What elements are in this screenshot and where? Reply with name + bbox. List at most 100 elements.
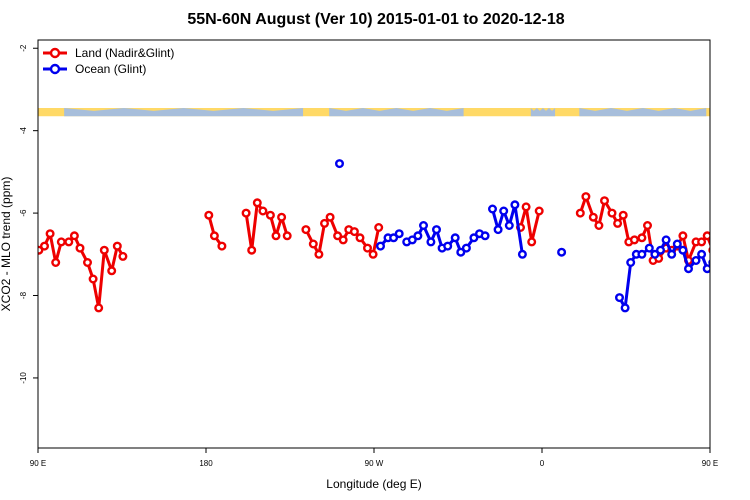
data-point <box>678 231 688 241</box>
data-point <box>419 220 429 230</box>
x-tick-label: 0 <box>540 459 545 468</box>
data-point <box>335 159 345 169</box>
data-point <box>702 231 710 241</box>
data-point <box>94 303 104 313</box>
data-point <box>217 241 227 251</box>
data-point <box>650 249 660 259</box>
data-point <box>308 239 318 249</box>
data-point <box>637 249 647 259</box>
data-point <box>282 231 292 241</box>
data-point <box>575 208 585 218</box>
legend-label: Land (Nadir&Glint) <box>75 46 174 60</box>
legend-marker <box>49 47 61 59</box>
data-point <box>118 251 128 261</box>
data-point <box>265 210 275 220</box>
data-point <box>40 241 50 251</box>
data-point <box>99 245 109 255</box>
data-point <box>667 249 677 259</box>
legend-marker <box>49 63 61 75</box>
data-point <box>389 233 399 243</box>
data-point <box>517 249 527 259</box>
data-point <box>488 204 498 214</box>
y-tick-label: -4 <box>19 127 28 135</box>
data-point <box>301 225 311 235</box>
strip-ocean-segment <box>64 108 304 117</box>
data-point <box>247 245 257 255</box>
data-point <box>644 243 654 253</box>
data-point <box>320 218 330 228</box>
data-point <box>678 245 688 255</box>
data-point <box>349 227 359 237</box>
x-axis-label: Longitude (deg E) <box>326 477 421 491</box>
data-point <box>510 200 520 210</box>
land-ocean-strip <box>38 108 710 117</box>
data-point <box>581 192 591 202</box>
data-point <box>691 256 701 266</box>
x-tick-label: 90 E <box>702 459 718 468</box>
data-point <box>374 222 384 232</box>
y-tick-label: -8 <box>19 291 28 299</box>
data-point <box>82 258 92 268</box>
strip-ocean-segment <box>329 108 464 117</box>
data-point <box>314 249 324 259</box>
data-point <box>271 231 281 241</box>
data-point <box>620 303 630 313</box>
data-point <box>252 198 262 208</box>
data-point <box>64 237 74 247</box>
data-point <box>56 237 66 247</box>
data-point <box>456 247 466 257</box>
data-point <box>450 233 460 243</box>
data-point <box>615 293 625 303</box>
data-point <box>112 241 122 251</box>
data-point <box>697 237 707 247</box>
data-point <box>394 229 404 239</box>
data-point <box>69 231 79 241</box>
data-point <box>325 212 335 222</box>
data-point <box>637 233 647 243</box>
data-point <box>656 245 666 255</box>
y-axis: -2 -4 -6 -8 -10 <box>19 44 38 384</box>
data-point <box>426 237 436 247</box>
data-point <box>363 243 373 253</box>
data-point <box>88 274 98 284</box>
data-point <box>376 241 386 251</box>
data-point <box>618 210 628 220</box>
data-point <box>338 235 348 245</box>
data-point <box>661 235 671 245</box>
strip-ocean-segment <box>530 108 556 117</box>
y-axis-label: XCO2 - MLO trend (ppm) <box>0 177 13 312</box>
series-layer <box>38 159 710 313</box>
series-ocean <box>335 159 710 313</box>
data-point <box>607 208 617 218</box>
y-tick-label: -10 <box>19 372 28 384</box>
data-point <box>697 249 707 259</box>
data-point <box>241 208 251 218</box>
data-point <box>629 235 639 245</box>
x-tick-label: 90 W <box>365 459 384 468</box>
data-point <box>51 258 61 268</box>
data-point <box>443 241 453 251</box>
data-point <box>368 249 378 259</box>
data-point <box>521 202 531 212</box>
data-point <box>480 231 490 241</box>
data-point <box>209 231 219 241</box>
y-tick-label: -2 <box>19 44 28 52</box>
data-point <box>613 218 623 228</box>
x-tick-label: 90 E <box>30 459 46 468</box>
data-point <box>643 220 653 230</box>
data-point <box>461 243 471 253</box>
data-point <box>702 264 710 274</box>
data-point <box>45 229 55 239</box>
data-point <box>588 212 598 222</box>
data-point <box>277 212 287 222</box>
strip-ocean-segment <box>579 108 707 117</box>
data-point <box>684 264 694 274</box>
data-point <box>355 233 365 243</box>
data-point <box>672 239 682 249</box>
data-point <box>413 231 423 241</box>
data-point <box>469 233 479 243</box>
data-point <box>557 247 567 257</box>
data-point <box>534 206 544 216</box>
series-line-segment <box>519 205 541 244</box>
